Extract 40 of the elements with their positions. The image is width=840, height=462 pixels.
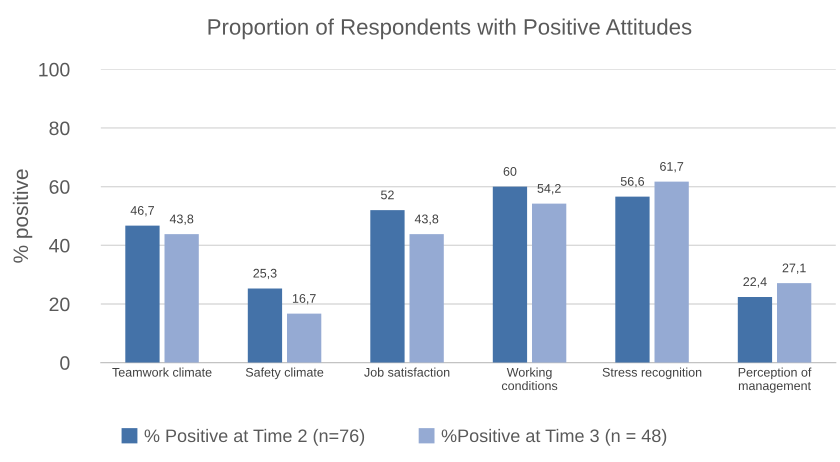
y-tick-label: 100 [39,62,70,77]
bar [492,186,528,363]
legend-label: % Positive at Time 2 (n=76) [144,428,364,446]
bar [654,182,689,363]
data-label: 60 [504,166,516,176]
x-tick-label: Perception of management [738,368,812,393]
y-tick-label: 80 [49,121,70,136]
data-label: 56,6 [620,176,644,188]
bar [738,296,772,363]
data-label: 61,7 [660,162,684,172]
x-tick-label: Stress recognition [602,368,702,380]
x-tick-label: Job satisfaction [364,368,450,377]
bar [125,226,160,363]
bar [532,204,566,363]
x-tick-label: Safety climate [246,368,324,380]
chart-title: Proportion of Respondents with Positive Attitudes [208,18,692,40]
x-tick-label: Working conditions [502,368,558,390]
y-axis-title: % positive [12,169,32,263]
data-label: 52 [381,190,394,200]
data-label: 43,8 [414,214,438,225]
bar [410,234,444,363]
y-tick-label: 60 [50,180,70,194]
y-tick-label: 20 [50,297,70,312]
data-label: 27,1 [782,264,806,274]
data-label: 54,2 [537,184,561,194]
x-tick-label: Teamwork climate [112,368,212,377]
y-tick-label: 40 [49,238,70,253]
data-label: 43,8 [170,214,194,225]
bar [248,288,282,363]
data-label: 46,7 [130,206,154,216]
data-label: 22,4 [743,277,767,288]
bar [615,196,650,363]
data-label: 16,7 [292,294,316,304]
bar [164,234,199,363]
y-tick-label: 0 [60,356,70,370]
bar [777,283,812,363]
bar [370,210,405,363]
data-label: 25,3 [253,268,277,280]
legend-label: %Positive at Time 3 (n = 48) [442,428,666,446]
bar [287,314,322,363]
